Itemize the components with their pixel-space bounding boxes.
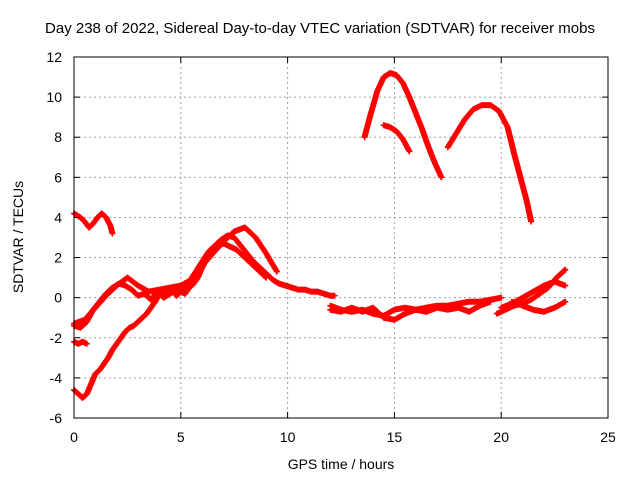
series-arc-c xyxy=(71,232,338,331)
series-marks xyxy=(361,70,445,181)
y-axis-label: SDTVAR / TECUs xyxy=(10,180,26,294)
data-points xyxy=(71,70,569,401)
y-tick-label: 0 xyxy=(54,290,62,306)
series-arc-d xyxy=(71,240,270,401)
x-axis-label: GPS time / hours xyxy=(287,456,395,472)
y-tick-label: 8 xyxy=(54,129,62,145)
series-marks xyxy=(71,232,338,331)
series-marks xyxy=(444,102,535,225)
x-tick-label: 0 xyxy=(70,429,78,445)
y-tick-label: -6 xyxy=(50,410,63,426)
x-tick-label: 10 xyxy=(280,429,296,445)
y-tick-label: 4 xyxy=(54,209,62,225)
x-tick-label: 20 xyxy=(493,429,509,445)
y-tick-label: 12 xyxy=(46,49,62,65)
series-marks xyxy=(71,210,116,237)
grid-lines xyxy=(74,57,608,418)
x-tick-label: 25 xyxy=(600,429,616,445)
series-arc-a xyxy=(71,210,116,237)
series-marks xyxy=(508,298,569,315)
series-arc-m xyxy=(444,102,535,225)
series-arc-j xyxy=(508,298,569,315)
series-marks xyxy=(71,240,270,401)
chart-title: Day 238 of 2022, Sidereal Day-to-day VTE… xyxy=(45,20,595,37)
y-tick-label: 2 xyxy=(54,250,62,266)
y-tick-label: -2 xyxy=(50,330,63,346)
x-tick-label: 15 xyxy=(387,429,403,445)
x-tick-label: 5 xyxy=(177,429,185,445)
y-tick-label: 6 xyxy=(54,169,62,185)
series-marks xyxy=(71,224,280,327)
plot-frame xyxy=(73,56,609,419)
series-marks xyxy=(380,122,413,155)
axis-ticks: 0 5 10 15 20 25 -6 -4 -2 0 2 4 6 8 10 12 xyxy=(46,49,616,445)
series-arc-k xyxy=(361,70,445,181)
series-arc-l xyxy=(380,122,413,155)
series-marks xyxy=(327,298,494,323)
series-arc-g xyxy=(327,298,494,323)
series-arc-e xyxy=(71,224,280,327)
y-tick-label: 10 xyxy=(46,89,62,105)
y-tick-label: -4 xyxy=(50,370,63,386)
